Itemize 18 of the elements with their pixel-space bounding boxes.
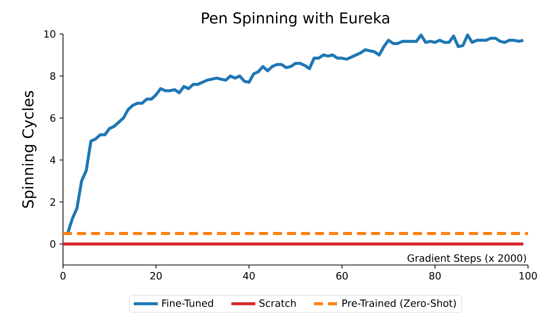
y-tick-label: 4 — [50, 156, 56, 164]
y-tick-label: 0 — [50, 240, 56, 248]
y-tick-label: 10 — [44, 30, 56, 38]
legend-label: Pre-Trained (Zero-Shot) — [342, 299, 456, 308]
y-tick-label: 6 — [50, 114, 56, 122]
x-tick-label: 100 — [520, 272, 537, 280]
chart-title: Pen Spinning with Eureka — [202, 12, 390, 26]
x-tick-label: 20 — [150, 272, 162, 280]
x-tick-label: 60 — [336, 272, 348, 280]
y-tick-label: 8 — [50, 72, 56, 80]
legend-label: Fine-Tuned — [162, 299, 213, 307]
x-tick-label: 40 — [243, 272, 255, 280]
x-axis-title: Gradient Steps (x 2000) — [408, 254, 526, 264]
legend-label: Scratch — [259, 299, 296, 307]
x-tick-label: 80 — [429, 272, 441, 280]
x-tick-label: 0 — [60, 272, 66, 280]
y-tick-label: 2 — [50, 198, 55, 206]
y-axis-title: Spinning Cycles — [22, 90, 36, 208]
